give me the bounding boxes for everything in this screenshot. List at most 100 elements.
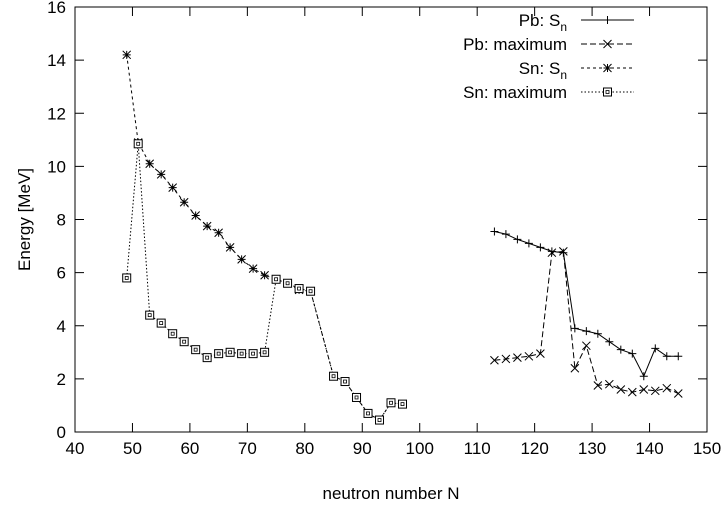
data-point [662,352,671,361]
y-tick-label: 6 [57,264,66,283]
data-point-inner [228,350,233,355]
data-point [547,248,557,258]
data-point [627,387,637,397]
data-point-inner [262,350,267,355]
data-point [386,398,396,408]
data-point-inner [354,395,359,400]
series-line [494,250,679,394]
x-tick-label: 130 [578,439,606,458]
data-point [225,347,235,357]
data-point [271,274,281,284]
data-point [616,385,626,394]
data-point [237,349,247,359]
legend-marker [603,16,612,24]
data-point [156,318,166,328]
legend-marker [603,87,612,97]
axis-ticks [74,6,708,433]
data-point [513,235,522,244]
y-tick-label: 12 [47,104,66,123]
data-point-inner [331,374,336,379]
data-point-inner [377,418,382,422]
plot-frame [74,6,708,433]
data-point-inner [239,351,244,356]
data-point [524,239,533,248]
x-tick-label: 80 [295,439,314,458]
data-point [616,345,625,354]
legend-label: Pb: Sn [519,11,567,34]
data-point [570,324,579,333]
data-point [570,363,580,373]
data-point [650,386,660,396]
data-point [593,329,602,338]
data-point [363,408,373,418]
data-point [329,371,339,381]
y-tick-label: 16 [47,0,66,17]
data-point [582,327,591,336]
data-point-inner [297,286,301,291]
data-point-inner [193,347,198,352]
x-tick-label: 60 [180,439,199,458]
data-point-inner [147,313,152,318]
data-point [214,349,224,359]
data-point [202,221,212,231]
data-point-inner [170,331,175,336]
data-point [524,351,534,361]
x-tick-label: 150 [693,439,721,458]
data-point [168,329,178,339]
data-point [260,347,270,357]
data-point [674,352,683,361]
data-point-inner [389,400,393,405]
data-point [559,247,568,256]
data-point [248,349,258,359]
data-point [283,278,293,288]
data-point [145,310,155,320]
data-point-inner [159,321,164,325]
data-point [156,169,166,179]
data-point [191,345,201,355]
legend-label: Sn: Sn [519,59,567,82]
data-point [340,377,350,387]
y-tick-label: 0 [57,423,66,442]
data-point [145,159,155,169]
data-point [306,286,316,296]
data-point [122,273,132,283]
data-point [375,415,385,425]
data-point [673,389,683,398]
data-point-inner [285,281,290,286]
data-point [513,353,522,362]
series-layer [122,50,683,425]
series-1 [490,247,683,398]
legend-entry-0: Pb: Sn [519,11,634,34]
data-point-inner [182,339,187,344]
data-point [248,264,258,273]
data-point-inner [400,402,405,407]
data-point [202,353,212,363]
data-point [604,379,614,389]
data-point-inner [251,351,256,356]
y-tick-label: 4 [57,317,66,336]
data-point [179,197,189,207]
data-point [605,337,614,346]
data-point [133,139,143,149]
x-tick-label: 100 [406,439,434,458]
axis-tick-labels: 40 50 60 70 80 90 100 110 120 130 140 150 0 2 4 6 8 10 12 1… [47,0,721,458]
data-point [662,383,672,393]
y-tick-label: 8 [57,211,66,230]
data-point-inner [124,276,129,280]
x-tick-label: 120 [520,439,548,458]
data-point [168,183,178,192]
legend-marker [603,63,612,73]
data-point-inner [366,411,370,416]
y-axis-label: Energy [MeV] [15,168,34,271]
data-point-inner [216,351,221,356]
y-tick-label: 10 [47,157,66,176]
data-point [593,381,603,390]
legend-entry-2: Sn: Sn [519,59,634,82]
data-point [536,243,545,252]
data-point-inner [274,277,278,282]
data-point [260,270,269,280]
series-2 [122,50,407,425]
legend-entry-3: Sn: maximum [463,83,634,102]
